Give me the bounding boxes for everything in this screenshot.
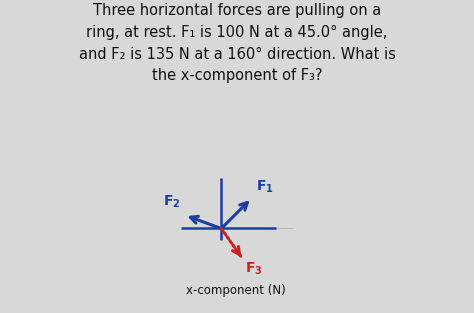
Text: $\mathbf{F_3}$: $\mathbf{F_3}$ [245, 260, 262, 277]
Text: x-component (N): x-component (N) [185, 284, 285, 297]
Text: Three horizontal forces are pulling on a
ring, at rest. F₁ is 100 N at a 45.0° a: Three horizontal forces are pulling on a… [79, 3, 395, 83]
Text: $\mathbf{F_1}$: $\mathbf{F_1}$ [255, 178, 273, 195]
Text: $\mathbf{F_2}$: $\mathbf{F_2}$ [163, 194, 181, 210]
